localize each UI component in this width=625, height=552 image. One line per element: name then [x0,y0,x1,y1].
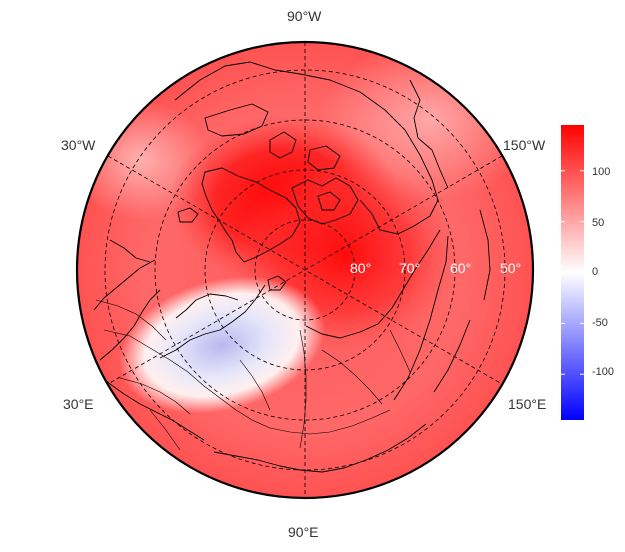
coast-canadian-archipelago [291,177,359,225]
colorbar-tick-label-neg50: -50 [592,317,608,329]
latitude-circle-60 [154,119,456,421]
coast-scandinavia [159,284,266,359]
latitude-label-80: 80° [350,260,372,276]
coast-north-america [174,61,439,235]
meridian-label-lower-left: 30°E [63,396,94,412]
latitude-label-50: 50° [500,260,522,276]
meridian-label-upper-left: 30°W [61,137,96,153]
meridian-label-bottom: 90°E [288,524,319,540]
meridian-label-top: 90°W [287,8,322,24]
latitude-circle-80 [254,219,356,321]
latitude-circle-50 [104,69,506,471]
coast-asia-south [213,423,427,473]
latitude-label-70: 70° [399,260,421,276]
colorbar-tick-label-neg100: -100 [592,366,615,378]
colorbar-tick-label-100: 100 [592,166,611,178]
coastlines [93,61,491,473]
latitude-label-60: 60° [450,260,472,276]
map-border [75,40,535,500]
meridian-label-upper-right: 150°W [503,137,546,153]
colorbar-tick-label-50: 50 [592,217,605,229]
graticule [104,42,506,498]
coast-alaska [409,79,449,189]
meridian-label-lower-right: 150°E [508,396,547,412]
colorbar-ticks [561,170,584,375]
colorbar [561,125,584,420]
coast-greenland [201,167,301,263]
country-borders [95,299,411,451]
colorbar-tick-label-0: 0 [592,266,599,278]
colorbar-ramp [561,125,584,420]
meridian-150w-30e [107,155,503,385]
coast-siberia [305,229,441,339]
